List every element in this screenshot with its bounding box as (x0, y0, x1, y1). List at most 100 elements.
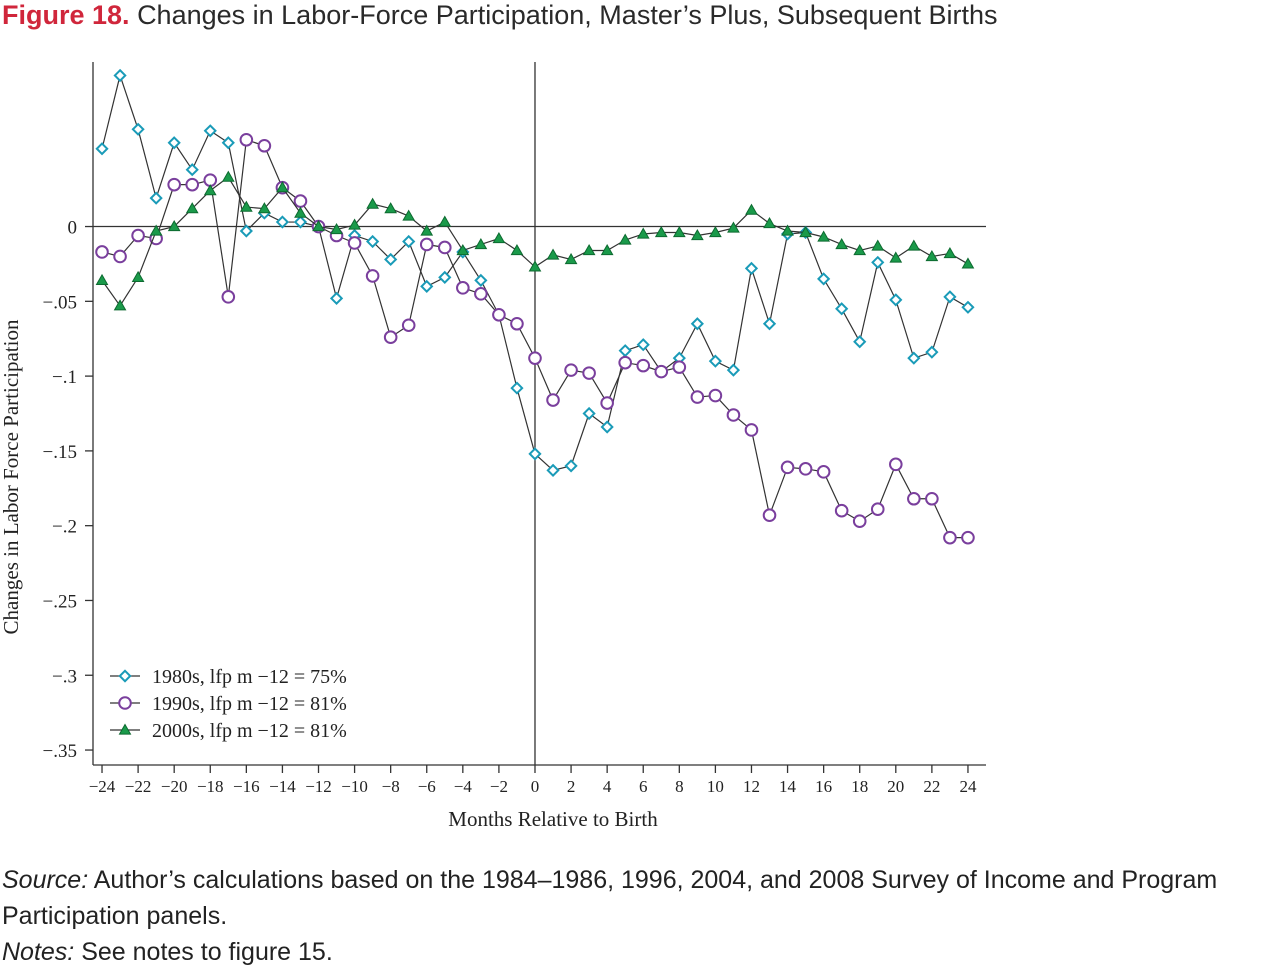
data-point-diamond (384, 252, 398, 267)
data-point-circle (690, 390, 705, 404)
data-point-circle (762, 508, 777, 523)
x-axis-label: Months Relative to Birth (448, 807, 658, 831)
data-point-triangle (185, 202, 199, 214)
x-tick-label: 6 (639, 777, 648, 796)
data-point-circle (888, 457, 903, 472)
data-point-circle (293, 194, 308, 208)
x-tick-label: −14 (269, 777, 296, 796)
x-tick-label: 18 (851, 777, 868, 796)
data-point-diamond (636, 338, 650, 352)
x-tick-label: 8 (675, 777, 684, 796)
data-point-diamond (167, 136, 181, 150)
data-point-diamond (835, 302, 849, 316)
data-point-diamond (510, 381, 524, 395)
data-point-circle (654, 364, 669, 379)
x-tick-label: −24 (89, 777, 116, 796)
data-point-triangle (95, 273, 109, 286)
data-point-triangle (618, 233, 632, 245)
x-tick-label: 12 (743, 777, 760, 796)
x-tick-label: 0 (531, 777, 540, 796)
data-point-circle (95, 245, 109, 259)
data-point-triangle (889, 251, 903, 263)
x-tick-label: −16 (233, 777, 260, 796)
legend-label: 1990s, lfp m −12 = 81% (152, 693, 347, 715)
data-point-triangle (239, 200, 253, 212)
data-point-circle (925, 491, 939, 506)
notes-text: See notes to figure 15. (74, 938, 333, 966)
data-point-diamond (203, 124, 217, 138)
data-point-diamond (871, 255, 885, 270)
data-point-diamond (474, 273, 488, 287)
y-axis: 0 −.05 −.1 −.15 −.2 −.25 −.3 −.35 (43, 218, 93, 762)
data-point-diamond (528, 447, 542, 461)
data-point-triangle (510, 243, 524, 256)
data-point-diamond (402, 234, 416, 249)
data-point-triangle (312, 220, 325, 232)
y-tick-label: −.3 (52, 666, 77, 687)
data-point-diamond (221, 136, 235, 150)
data-point-diamond (744, 261, 759, 276)
figure-title-text: Changes in Labor-Force Participation, Ma… (137, 0, 998, 30)
data-point-diamond (118, 669, 132, 683)
data-point-triangle (781, 224, 794, 236)
data-point-diamond (943, 290, 957, 304)
data-point-triangle (871, 239, 885, 251)
data-point-circle (113, 249, 127, 264)
x-tick-label: −10 (341, 777, 368, 796)
data-point-triangle (853, 243, 867, 256)
data-point-diamond (889, 293, 903, 307)
data-point-diamond (600, 420, 614, 434)
data-point-triangle (925, 249, 939, 262)
data-point-diamond (961, 300, 975, 314)
data-point-triangle (113, 299, 127, 311)
data-point-triangle (745, 203, 758, 215)
legend: 1980s, lfp m −12 = 75% 1990s, lfp m −12 =… (110, 666, 347, 742)
data-point-triangle (600, 243, 614, 256)
data-point-circle (474, 287, 488, 301)
data-point-triangle (438, 215, 452, 227)
data-point-circle (618, 355, 632, 370)
data-point-diamond (149, 191, 163, 205)
data-point-triangle (402, 209, 416, 221)
data-point-triangle (474, 237, 488, 250)
data-point-circle (221, 290, 236, 304)
data-point-triangle (203, 184, 217, 196)
data-point-diamond (726, 363, 741, 377)
data-point-triangle (348, 218, 361, 230)
data-point-circle (401, 318, 416, 333)
data-point-diamond (762, 317, 777, 331)
data-point-diamond (293, 215, 308, 229)
x-tick-label: −6 (418, 777, 436, 796)
data-point-circle (907, 491, 921, 506)
reference-lines (93, 62, 986, 765)
data-point-circle (798, 462, 813, 476)
y-tick-label: −.15 (43, 442, 77, 463)
data-point-diamond (185, 163, 199, 177)
data-point-diamond (329, 291, 344, 305)
x-tick-label: 2 (567, 777, 576, 796)
data-point-triangle (492, 231, 506, 244)
data-point-circle (437, 240, 452, 255)
data-point-triangle (763, 217, 776, 229)
data-point-triangle (907, 239, 921, 251)
data-point-diamond (817, 272, 831, 286)
data-point-circle (118, 696, 132, 710)
notes-label: Notes: (2, 938, 75, 966)
data-point-circle (239, 132, 254, 147)
data-point-triangle (690, 228, 704, 241)
data-point-diamond (438, 270, 452, 285)
figure-footer: Source: Author’s calculations based on t… (2, 862, 1280, 970)
data-point-circle (510, 316, 524, 331)
data-point-circle (347, 236, 362, 250)
series-layer (95, 68, 975, 545)
data-point-triangle (276, 181, 289, 193)
data-point-triangle (366, 197, 379, 209)
data-point-diamond (564, 459, 578, 473)
data-point-triangle (961, 257, 975, 269)
x-tick-label: −22 (125, 777, 152, 796)
data-point-triangle (727, 221, 740, 233)
data-point-circle (456, 281, 470, 295)
data-point-circle (185, 177, 200, 192)
x-tick-label: 14 (779, 777, 797, 796)
x-tick-label: −18 (197, 777, 224, 796)
